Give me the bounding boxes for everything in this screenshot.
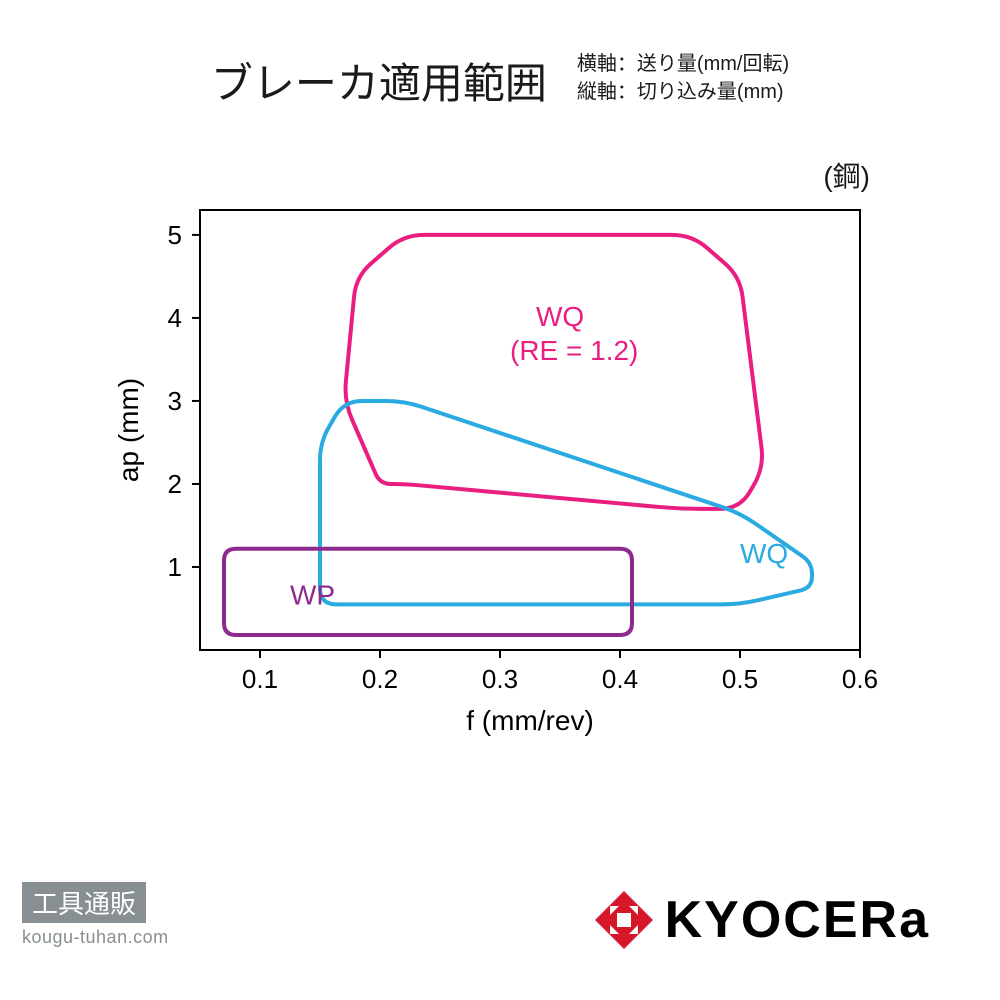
x-tick-label: 0.6 [842,664,878,694]
x-axis-title: f (mm/rev) [466,705,594,736]
axis-desc-y: 縦軸：切り込み量(mm) [577,78,789,106]
x-tick-label: 0.5 [722,664,758,694]
y-axis-title: ap (mm) [113,378,144,482]
brand-text: KYOCERa [665,890,930,950]
tool-badge-text: 工具通販 [22,882,146,923]
region-sublabel-wq12: (RE = 1.2) [510,335,638,366]
tool-badge-url: kougu-tuhan.com [22,927,169,948]
brand-mark-icon [595,891,653,949]
region-wp [224,549,632,635]
axis-desc-x: 横軸：送り量(mm/回転) [577,50,789,78]
x-tick-label: 0.4 [602,664,638,694]
tool-badge: 工具通販 kougu-tuhan.com [22,882,169,948]
material-label: (鋼) [823,155,870,195]
x-tick-label: 0.3 [482,664,518,694]
y-tick-label: 1 [168,552,182,582]
x-tick-label: 0.2 [362,664,398,694]
region-label-wp: WP [290,579,335,610]
y-tick-label: 5 [168,220,182,250]
x-tick-label: 0.1 [242,664,278,694]
brand-logo: KYOCERa [595,890,930,950]
page-title: ブレーカ適用範囲 [211,50,547,111]
chart-svg: 0.10.20.30.40.50.6 12345 WQ(RE = 1.2)WQW… [100,200,900,760]
y-tick-label: 4 [168,303,182,333]
y-tick-label: 3 [168,386,182,416]
region-label-wq: WQ [740,538,788,569]
region-wq12 [346,235,762,509]
chart-area: 0.10.20.30.40.50.6 12345 WQ(RE = 1.2)WQW… [100,200,900,760]
y-tick-label: 2 [168,469,182,499]
region-label-wq12: WQ [536,301,584,332]
